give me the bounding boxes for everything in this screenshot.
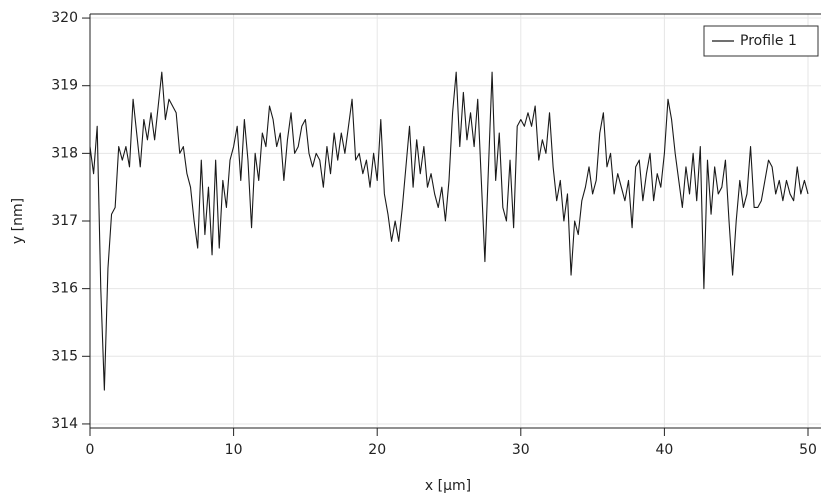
x-tick-label: 10: [225, 442, 243, 458]
legend-label: Profile 1: [740, 33, 797, 49]
y-tick-label: 315: [51, 348, 78, 364]
y-tick-label: 318: [51, 145, 78, 161]
profile-line: [89, 71, 809, 391]
y-tick-label: 314: [51, 416, 78, 432]
x-tick-label: 30: [512, 442, 530, 458]
y-tick-label: 316: [51, 281, 78, 297]
y-axis-label: y [nm]: [10, 198, 26, 244]
y-tick-label: 319: [51, 78, 78, 94]
x-tick-label: 40: [655, 442, 673, 458]
x-tick-label: 0: [86, 442, 95, 458]
y-tick-label: 317: [51, 213, 78, 229]
x-axis-label: x [µm]: [425, 478, 471, 494]
x-tick-label: 20: [368, 442, 386, 458]
x-tick-label: 50: [799, 442, 817, 458]
y-tick-label: 320: [51, 10, 78, 26]
